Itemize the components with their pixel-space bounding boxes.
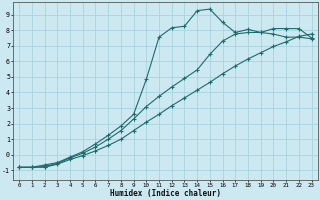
X-axis label: Humidex (Indice chaleur): Humidex (Indice chaleur) <box>110 189 221 198</box>
